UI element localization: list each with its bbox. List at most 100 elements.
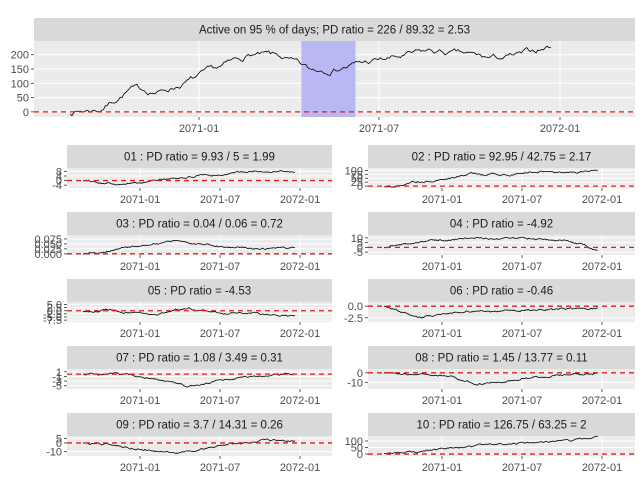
x-tick-label: 2071-07: [200, 395, 240, 407]
y-tick-label: 0.000: [34, 249, 62, 261]
y-tick-label: -10: [46, 447, 62, 459]
series-line: [383, 371, 598, 386]
y-tick-label: 0: [357, 368, 363, 380]
x-tick-label: 2072-01: [280, 395, 320, 407]
x-tick-label: 2071-07: [200, 194, 240, 206]
strip-background: [368, 145, 635, 168]
y-tick-label: -10: [347, 377, 363, 389]
strip-background: [67, 212, 332, 235]
y-tick-label: 10: [351, 233, 363, 245]
x-tick-label: 2072-01: [280, 194, 320, 206]
x-tick-label: 2072-01: [540, 123, 580, 135]
y-tick-label: -4: [52, 180, 62, 192]
x-tick-label: 2071-07: [359, 123, 399, 135]
x-tick-label: 2071-01: [422, 194, 462, 206]
panel-10: 10 : PD ratio = 126.75 / 63.25 = 2 050100…: [345, 413, 635, 474]
strip-background: [368, 212, 635, 235]
strip-background: [67, 145, 332, 168]
series-line: [82, 438, 296, 454]
y-tick-label: 0.0: [348, 301, 363, 313]
panel-02: 02 : PD ratio = 92.95 / 42.75 = 2.17 0255…: [345, 145, 635, 206]
x-tick-label: 2071-01: [120, 328, 160, 340]
x-tick-label: 2071-01: [422, 261, 462, 273]
x-tick-label: 2071-07: [502, 395, 542, 407]
x-tick-label: 2072-01: [582, 194, 622, 206]
y-tick-label: -5.0: [43, 312, 62, 324]
x-tick-label: 2072-01: [280, 261, 320, 273]
x-tick-label: 2071-07: [502, 328, 542, 340]
panel-05: 05 : PD ratio = -4.53 -7.5-5.0-2.50.02.55…: [43, 279, 332, 340]
y-tick-label: 5: [357, 238, 363, 250]
x-tick-label: 2071-07: [502, 462, 542, 474]
panel-08: 08 : PD ratio = 1.45 / 13.77 = 0.11 -100 2…: [347, 346, 635, 407]
y-tick-label: -7.5: [43, 315, 62, 327]
series-line: [82, 239, 296, 255]
series-line: [383, 305, 598, 319]
y-tick-label: 100: [345, 436, 363, 448]
strip-background: [368, 346, 635, 369]
y-tick-label: 4: [56, 171, 62, 183]
strip-title: 04 : PD ratio = -4.92: [450, 219, 553, 231]
x-tick-label: 2071-01: [120, 261, 160, 273]
y-tick-label: 0.075: [34, 234, 62, 246]
y-tick-label: -5: [353, 247, 363, 259]
y-tick-label: 0: [357, 449, 363, 461]
series-line: [69, 45, 552, 117]
x-tick-label: 2071-07: [200, 261, 240, 273]
y-tick-label: -1: [52, 371, 62, 383]
x-tick-label: 2071-01: [422, 395, 462, 407]
series-line: [82, 372, 296, 388]
strip-title: 01 : PD ratio = 9.93 / 5 = 1.99: [124, 152, 275, 164]
strip-background: [67, 413, 332, 436]
x-tick-label: 2071-07: [200, 462, 240, 474]
y-tick-label: 0.0: [47, 306, 62, 318]
x-tick-label: 2071-01: [422, 328, 462, 340]
strip-background: [67, 346, 332, 369]
series-line: [383, 236, 598, 251]
y-tick-label: 50: [351, 173, 363, 185]
strip-title: 07 : PD ratio = 1.08 / 3.49 = 0.31: [116, 353, 283, 365]
y-tick-label: 2.5: [47, 303, 62, 315]
strip-background: [67, 279, 332, 302]
y-tick-label: 0: [56, 438, 62, 450]
y-tick-label: 150: [11, 64, 29, 76]
panel-background: [368, 302, 635, 322]
x-tick-label: 2072-01: [582, 261, 622, 273]
panel-background: [67, 436, 332, 456]
y-tick-label: 200: [11, 50, 29, 62]
y-tick-label: 5: [56, 434, 62, 446]
panel-background: [67, 235, 332, 255]
y-tick-label: 100: [11, 78, 29, 90]
panel-background: [368, 436, 635, 456]
x-tick-label: 2072-01: [582, 395, 622, 407]
x-tick-label: 2071-01: [120, 194, 160, 206]
x-tick-label: 2072-01: [582, 462, 622, 474]
x-tick-label: 2071-01: [179, 123, 219, 135]
y-tick-label: 5.0: [47, 300, 62, 312]
strip-title: 09 : PD ratio = 3.7 / 14.31 = 0.26: [116, 420, 283, 432]
series-line: [383, 435, 598, 455]
x-tick-label: 2071-01: [422, 462, 462, 474]
panel-03: 03 : PD ratio = 0.04 / 0.06 = 0.72 0.000 0…: [34, 212, 332, 273]
strip-background: [368, 413, 635, 436]
strip-title: 03 : PD ratio = 0.04 / 0.06 = 0.72: [116, 219, 283, 231]
strip-title: 05 : PD ratio = -4.53: [148, 286, 251, 298]
strip-title: 08 : PD ratio = 1.45 / 13.77 = 0.11: [415, 353, 587, 365]
series-line: [383, 169, 598, 188]
strip-background: [368, 279, 635, 302]
main-panel: Active on 95 % of days; PD ratio = 226 /…: [11, 18, 635, 135]
y-tick-label: 0: [357, 242, 363, 254]
strip-title: 10 : PD ratio = 126.75 / 63.25 = 2: [416, 420, 586, 432]
y-tick-label: -2.5: [344, 313, 363, 325]
x-tick-label: 2072-01: [280, 328, 320, 340]
x-tick-label: 2071-07: [502, 261, 542, 273]
y-tick-label: 0: [357, 181, 363, 193]
y-tick-label: 8: [56, 166, 62, 178]
y-tick-label: -5: [52, 381, 62, 393]
panel-07: 07 : PD ratio = 1.08 / 3.49 = 0.31 -5-3-1…: [52, 346, 332, 407]
